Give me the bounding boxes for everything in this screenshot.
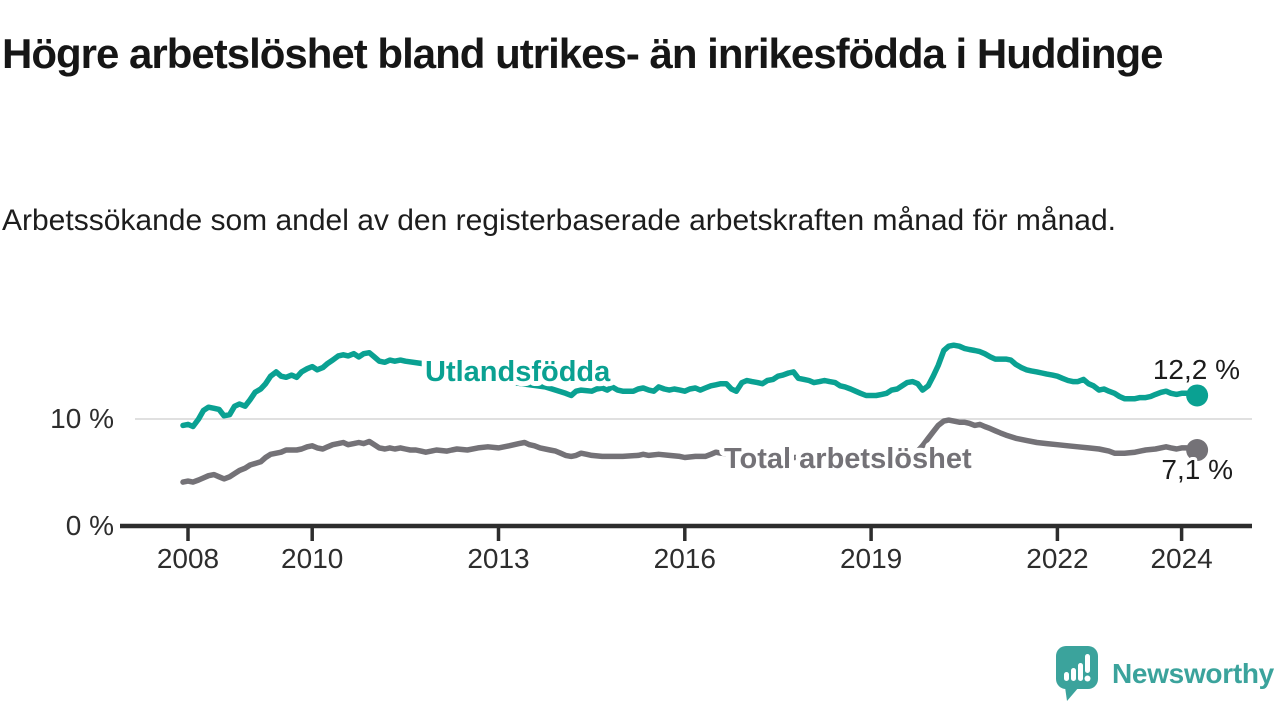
x-tick-label-2022: 2022 — [1026, 543, 1088, 574]
newsworthy-speech-bubble-bar-chart-icon — [1056, 646, 1098, 701]
chart-subtitle: Arbetssökande som andel av den registerb… — [2, 204, 1116, 237]
series-endpoint-total-arbetsloshet — [1186, 439, 1209, 462]
series-label-utlandsfodda: Utlandsfödda — [425, 356, 611, 388]
y-tick-label-0pct: 0 % — [66, 510, 114, 541]
x-tick-label-2008: 2008 — [157, 543, 219, 574]
newsworthy-logo: Newsworthy — [1056, 646, 1274, 702]
series-label-total-arbetsloshet: Total arbetslöshet — [724, 443, 972, 475]
series-endpoint-utlandsfodda — [1186, 384, 1209, 407]
x-tick-label-2013: 2013 — [467, 543, 529, 574]
series-line-total-arbetsloshet — [180, 417, 1200, 485]
end-value-label-utlandsfodda: 12,2 % — [1153, 354, 1240, 385]
y-tick-label-10pct: 10 % — [50, 403, 114, 434]
series-line-utlandsfodda — [180, 342, 1200, 430]
end-value-label-total-arbetsloshet: 7,1 % — [1161, 454, 1233, 485]
x-tick-label-2016: 2016 — [654, 543, 716, 574]
x-tick-label-2019: 2019 — [840, 543, 902, 574]
chart-title: Högre arbetslöshet bland utrikes- än inr… — [2, 30, 1164, 77]
newsworthy-logo-text: Newsworthy — [1112, 658, 1274, 689]
x-tick-label-2024: 2024 — [1150, 543, 1212, 574]
x-tick-label-2010: 2010 — [281, 543, 343, 574]
